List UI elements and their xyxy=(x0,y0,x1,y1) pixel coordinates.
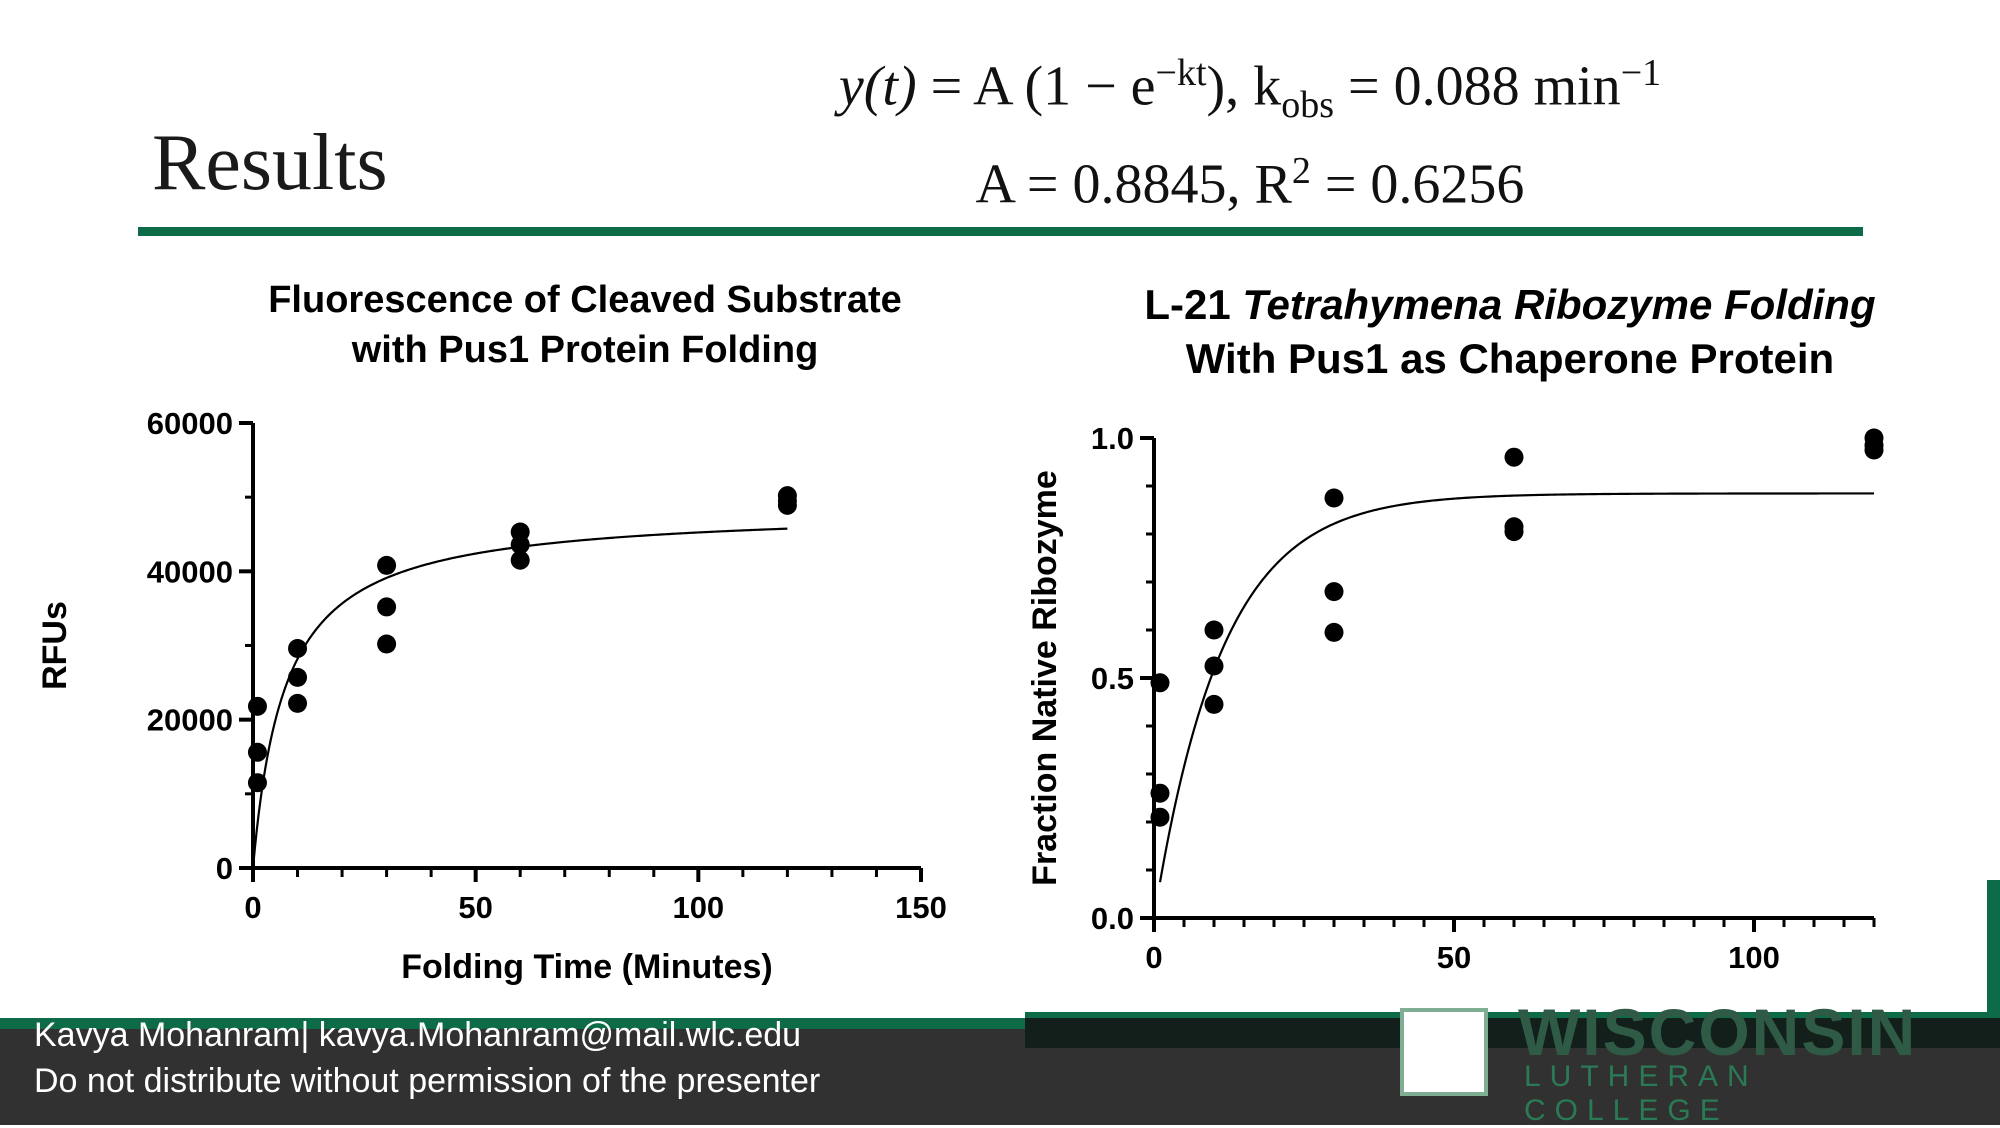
chart-2-data-point xyxy=(1504,447,1524,467)
chart-2-data-point xyxy=(1204,694,1224,714)
equation-part: A = 0.8845, R xyxy=(975,153,1292,216)
chart-1-x-tick-label: 100 xyxy=(672,890,724,925)
footer-bar xyxy=(0,1018,2000,1125)
fraction-native-scatter-chart: 0.0 0.5 1.0 0 50 100 Fraction Native Ribozyme xyxy=(1026,421,1884,975)
chart-1-data-point xyxy=(377,634,397,654)
chart-1-data-point xyxy=(510,550,530,570)
equation-part: = 0.088 min xyxy=(1333,55,1621,118)
chart-1-data-point xyxy=(247,773,267,793)
chart-2-data-point xyxy=(1204,656,1224,676)
chart-1-data-point xyxy=(247,696,267,716)
equation-part: = 0.6256 xyxy=(1310,153,1525,216)
chart-2-title-line2: With Pus1 as Chaperone Protein xyxy=(1185,335,1835,382)
equation-exponent: 2 xyxy=(1291,149,1311,192)
equation-part: ), k xyxy=(1206,55,1282,118)
chart-1-data-point xyxy=(288,638,308,658)
chart-1-data-point xyxy=(247,742,267,762)
chart-1-x-tick-label: 150 xyxy=(895,890,947,925)
chart-1-y-tick-label: 60000 xyxy=(147,406,233,441)
equation-subscript: obs xyxy=(1281,83,1334,126)
college-logo-mark xyxy=(1400,1008,1488,1096)
fit-equation: y(t) = A (1 − e−kt), kobs = 0.088 min−1 … xyxy=(700,40,1800,218)
chart-1-y-axis-label: RFUs xyxy=(36,601,74,690)
chart-1-y-tick-label: 20000 xyxy=(147,703,233,738)
chart-2-data-point xyxy=(1864,440,1884,460)
chart-2-y-axis-label: Fraction Native Ribozyme xyxy=(1026,470,1064,886)
equation-exponent: −1 xyxy=(1620,52,1662,94)
slide-title: Results xyxy=(152,119,388,207)
chart-2-x-tick-label: 100 xyxy=(1728,940,1780,975)
chart-2-x-tick-label: 50 xyxy=(1437,940,1471,975)
chart-1-data-point xyxy=(288,667,308,687)
chart-2-y-tick-label: 0.0 xyxy=(1091,901,1134,936)
chart-2-data-point xyxy=(1324,488,1344,508)
chart-2-data-point xyxy=(1504,522,1524,542)
college-logo-subtitle: LUTHERAN COLLEGE xyxy=(1524,1060,1758,1127)
chart-2-data-point xyxy=(1204,620,1224,640)
chart-2-data-point xyxy=(1150,783,1170,803)
chart-1-data-point xyxy=(377,597,397,617)
equation-part: = A (1 − e xyxy=(916,55,1156,118)
chart-1-title: Fluorescence of Cleaved Substrate with P… xyxy=(200,275,970,375)
chart-1-title-line2: with Pus1 Protein Folding xyxy=(351,329,819,371)
chart-1-y-tick-label: 40000 xyxy=(147,554,233,589)
title-divider xyxy=(138,227,1863,236)
chart-1-data-point xyxy=(288,693,308,713)
equation-yt: y(t) xyxy=(838,55,917,118)
footer-author: Kavya Mohanram| kavya.Mohanram@mail.wlc.… xyxy=(34,1016,802,1054)
college-logo-name: WISCONSIN xyxy=(1518,995,1918,1069)
chart-2-title-italic: Tetrahymena Ribozyme Folding xyxy=(1242,281,1876,328)
chart-1-title-line1: Fluorescence of Cleaved Substrate xyxy=(268,279,902,321)
footer-notice: Do not distribute without permission of … xyxy=(34,1062,821,1100)
chart-2-title-plain: L-21 xyxy=(1144,281,1243,328)
college-logo: WISCONSIN LUTHERAN COLLEGE xyxy=(1400,995,1960,1127)
chart-2-data-point xyxy=(1324,622,1344,642)
chart-2-data-point xyxy=(1150,673,1170,693)
chart-1-data-point xyxy=(377,555,397,575)
chart-2-y-tick-label: 1.0 xyxy=(1091,421,1134,456)
equation-exponent: −kt xyxy=(1155,52,1207,94)
chart-1-x-axis-label: Folding Time (Minutes) xyxy=(401,948,772,986)
edge-accent-bar xyxy=(1987,880,2000,1020)
chart-2-y-tick-label: 0.5 xyxy=(1091,661,1134,696)
equation-line-2: A = 0.8845, R2 = 0.6256 xyxy=(700,138,1800,218)
chart-1-x-tick-label: 50 xyxy=(458,890,492,925)
chart-2-fit-curve xyxy=(1158,492,1874,883)
chart-1-y-tick-label: 0 xyxy=(216,851,233,886)
footer-accent-left xyxy=(0,1018,1025,1029)
chart-2-data-point xyxy=(1324,582,1344,602)
chart-2-title: L-21 Tetrahymena Ribozyme Folding With P… xyxy=(1060,278,1960,386)
chart-1-data-point xyxy=(510,535,530,555)
chart-1-fit-curve xyxy=(251,527,788,869)
chart-1-data-point xyxy=(777,495,797,515)
equation-line-1: y(t) = A (1 − e−kt), kobs = 0.088 min−1 xyxy=(700,40,1800,138)
chart-2-title-line1: L-21 Tetrahymena Ribozyme Folding xyxy=(1060,278,1960,332)
rfu-scatter-chart: 0 20000 40000 60000 0 50 100 150 Folding Time (M… xyxy=(36,406,947,986)
chart-2-data-point xyxy=(1150,807,1170,827)
chart-1-x-tick-label: 0 xyxy=(244,890,261,925)
chart-2-x-tick-label: 0 xyxy=(1145,940,1162,975)
